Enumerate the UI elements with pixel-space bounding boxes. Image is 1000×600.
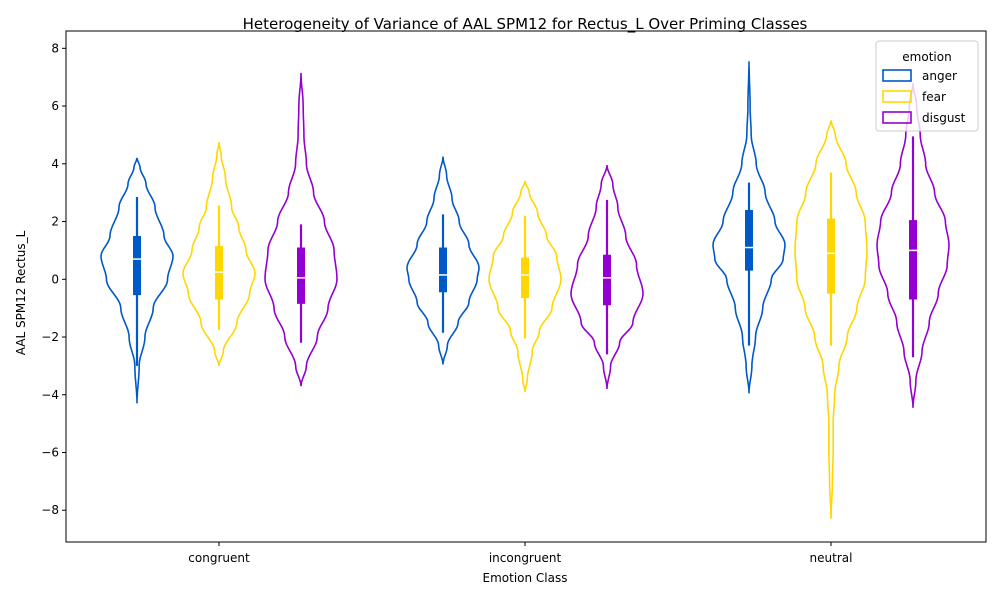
- y-tick-label: −2: [41, 330, 59, 344]
- legend-title: emotion: [902, 50, 951, 64]
- y-axis: −8 −6 −4 −2 0 2 4 6 8: [41, 41, 66, 517]
- y-tick-label: 0: [51, 272, 59, 286]
- x-axis-label: Emotion Class: [483, 571, 568, 585]
- legend-items: anger fear disgust: [882, 69, 966, 125]
- axes-frame: [65, 30, 987, 543]
- violin-iqr-box: [439, 247, 447, 293]
- legend-label-fear: fear: [922, 90, 946, 104]
- legend-label-disgust: disgust: [922, 111, 966, 125]
- violin-body: [570, 165, 644, 390]
- violin-anger-congruent: [100, 157, 174, 404]
- y-tick-label: −8: [41, 503, 59, 517]
- violin-body: [182, 142, 256, 366]
- violin-fear-congruent: [182, 142, 256, 366]
- violin-body: [100, 157, 174, 404]
- violin-iqr-box: [745, 209, 753, 271]
- y-tick-label: −4: [41, 388, 59, 402]
- violin-disgust-congruent: [264, 72, 338, 387]
- violin-iqr-box: [827, 218, 835, 294]
- legend-swatch-anger: [882, 69, 912, 82]
- y-tick-label: 4: [51, 157, 59, 171]
- violin-body: [712, 61, 786, 394]
- violin-body: [406, 156, 480, 365]
- chart-title: Heterogeneity of Variance of AAL SPM12 f…: [243, 15, 808, 34]
- plot-area: [65, 30, 987, 543]
- violin-anger-incongruent: [406, 156, 480, 365]
- violin-iqr-box: [521, 257, 529, 299]
- legend-swatch-fear: [882, 90, 912, 103]
- violin-anger-neutral: [712, 61, 786, 394]
- violin-iqr-box: [133, 235, 141, 296]
- y-axis-label: AAL SPM12 Rectus_L: [14, 230, 28, 355]
- x-axis: congruent incongruent neutral: [188, 542, 852, 565]
- violin-disgust-incongruent: [570, 165, 644, 390]
- legend: emotion anger fear disgust: [875, 40, 979, 132]
- y-tick-label: 6: [51, 99, 59, 113]
- legend-frame: [875, 40, 979, 132]
- violin-iqr-box: [297, 247, 305, 304]
- x-tick-label-neutral: neutral: [810, 551, 853, 565]
- violin-body: [794, 120, 868, 519]
- x-tick-label-congruent: congruent: [188, 551, 250, 565]
- y-tick-label: −6: [41, 446, 59, 460]
- violin-fear-neutral: [794, 120, 868, 519]
- violin-body: [264, 72, 338, 387]
- y-tick-label: 8: [51, 41, 59, 55]
- y-tick-label: 2: [51, 215, 59, 229]
- violin-fear-incongruent: [488, 180, 562, 392]
- legend-label-anger: anger: [922, 69, 957, 83]
- violin-iqr-box: [909, 220, 917, 300]
- legend-swatch-disgust: [882, 111, 912, 124]
- violin-iqr-box: [603, 254, 611, 306]
- violin-body: [488, 180, 562, 392]
- x-tick-label-incongruent: incongruent: [489, 551, 562, 565]
